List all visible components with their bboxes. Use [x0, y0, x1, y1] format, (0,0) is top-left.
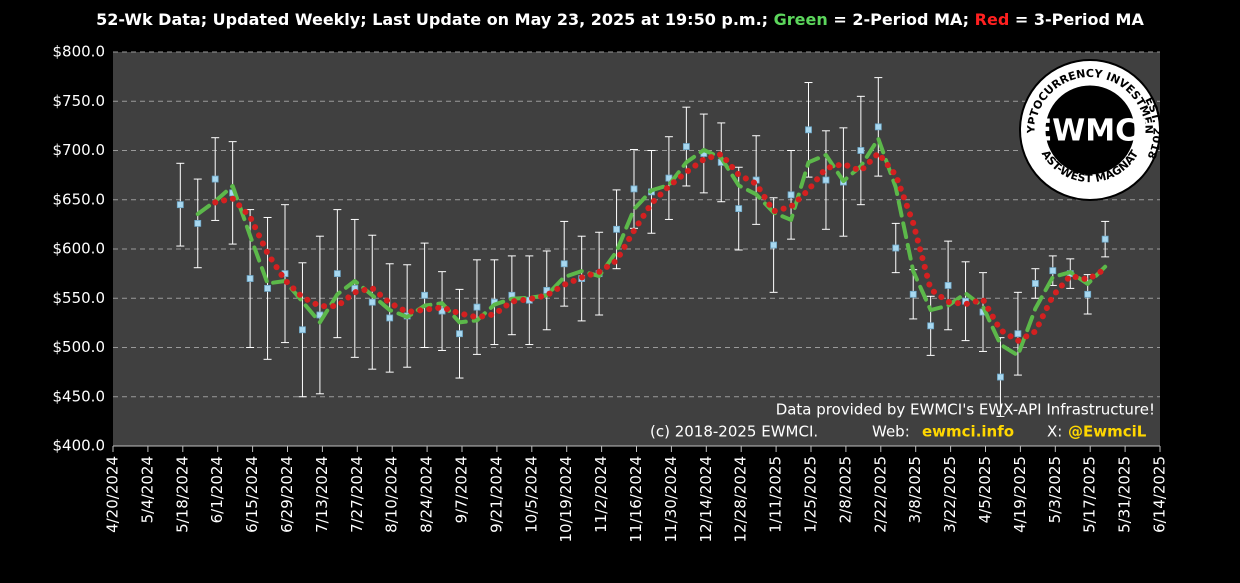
x-tick-label: 3/8/2025 [906, 456, 924, 523]
x-tick-label: 8/24/2024 [418, 456, 436, 533]
point [246, 275, 254, 282]
web-link: ewmci.info [922, 423, 1014, 441]
x-tick-label: 6/1/2024 [208, 456, 226, 523]
x-tick-label: 4/5/2025 [976, 456, 994, 523]
web-label: Web: [872, 423, 910, 441]
y-tick-label: $650.0 [53, 190, 106, 208]
point [822, 176, 830, 184]
point [682, 143, 690, 150]
chart-title: 52-Wk Data; Updated Weekly; Last Update … [96, 10, 1144, 29]
point [333, 270, 341, 278]
x-tick-label: 5/18/2024 [173, 456, 191, 533]
y-tick-label: $800.0 [53, 43, 106, 61]
title-part: Green [774, 10, 828, 29]
point [770, 241, 778, 249]
point [805, 126, 812, 134]
x-tick-label: 10/5/2024 [522, 456, 540, 533]
logo-name: EWMCI [1032, 114, 1149, 149]
x-tick-label: 5/3/2025 [1046, 456, 1064, 523]
x-tick-label: 10/19/2024 [557, 456, 575, 542]
point [909, 290, 917, 298]
point [194, 219, 202, 227]
point [386, 314, 394, 322]
x-handle: @EwmciL [1068, 423, 1147, 441]
x-tick-label: 1/25/2025 [802, 456, 820, 533]
y-tick-label: $450.0 [53, 387, 106, 405]
point [613, 225, 620, 233]
y-tick-label: $550.0 [53, 289, 106, 307]
title-part: = 3-Period MA [1009, 10, 1144, 29]
title-part: Red [975, 10, 1010, 29]
point [874, 123, 882, 131]
x-tick-label: 5/31/2025 [1116, 456, 1134, 533]
y-tick-label: $400.0 [53, 437, 106, 455]
point [1014, 330, 1022, 338]
title-part: = 2-Period MA; [828, 10, 975, 29]
point [630, 185, 638, 193]
ma-line [212, 150, 1109, 344]
copyright: (c) 2018-2025 EWMCI. [650, 423, 818, 441]
point [997, 373, 1004, 381]
point [944, 282, 952, 289]
point [1031, 280, 1039, 287]
point [735, 205, 743, 213]
x-tick-label: 4/19/2025 [1011, 456, 1029, 533]
x-tick-label: 3/22/2025 [941, 456, 959, 533]
point [1084, 290, 1092, 298]
title-part: 52-Wk Data; Updated Weekly; Last Update … [96, 10, 774, 29]
x-label: X: [1047, 423, 1062, 441]
point [368, 298, 376, 306]
x-tick-label: 4/20/2024 [104, 456, 122, 533]
point [299, 326, 306, 334]
point [421, 291, 429, 299]
x-tick-label: 12/14/2024 [697, 456, 715, 542]
x-tick-label: 11/2/2024 [592, 456, 610, 533]
x-tick-label: 7/13/2024 [313, 456, 331, 533]
point [456, 330, 463, 338]
point [857, 147, 865, 154]
point [560, 260, 568, 268]
point [1049, 267, 1057, 275]
x-tick-label: 6/29/2024 [278, 456, 296, 533]
x-tick-label: 1/11/2025 [767, 456, 785, 533]
grid [112, 51, 1161, 452]
point [176, 201, 184, 209]
x-tick-label: 8/10/2024 [383, 456, 401, 533]
point [211, 175, 219, 183]
y-tick-label: $750.0 [53, 92, 106, 110]
x-tick-label: 9/7/2024 [453, 456, 471, 523]
x-tick-label: 11/16/2024 [627, 456, 645, 542]
marks [176, 77, 1110, 417]
x-tick-label: 6/14/2025 [1151, 456, 1169, 533]
x-tick-label: 6/15/2024 [243, 456, 261, 533]
y-tick-label: $700.0 [53, 141, 106, 159]
ma-line [195, 136, 1108, 358]
point [264, 284, 271, 292]
x-tick-label: 5/17/2025 [1081, 456, 1099, 533]
point [1101, 235, 1109, 243]
x-tick-label: 12/28/2024 [732, 456, 750, 542]
y-tick-label: $500.0 [53, 338, 106, 356]
point [892, 244, 900, 252]
point [787, 191, 795, 199]
point [473, 303, 481, 311]
x-tick-label: 2/8/2025 [836, 456, 854, 523]
point [927, 322, 935, 330]
x-tick-label: 2/22/2025 [871, 456, 889, 533]
x-tick-label: 5/4/2024 [138, 456, 156, 523]
logo-core [1042, 82, 1138, 178]
x-tick-label: 9/21/2024 [487, 456, 505, 533]
y-tick-label: $600.0 [53, 240, 106, 258]
x-tick-label: 11/30/2024 [662, 456, 680, 542]
credit: Data provided by EWMCI's EWX-API Infrast… [776, 401, 1155, 419]
x-tick-label: 7/27/2024 [348, 456, 366, 533]
